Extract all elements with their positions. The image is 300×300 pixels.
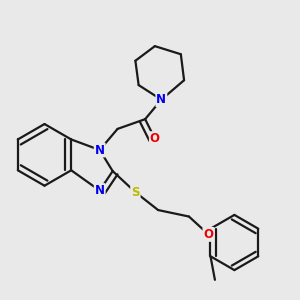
Text: O: O xyxy=(203,228,213,241)
Text: N: N xyxy=(95,184,105,197)
Text: S: S xyxy=(131,186,140,199)
Text: N: N xyxy=(95,143,105,157)
Text: O: O xyxy=(150,132,160,145)
Text: N: N xyxy=(156,93,167,106)
